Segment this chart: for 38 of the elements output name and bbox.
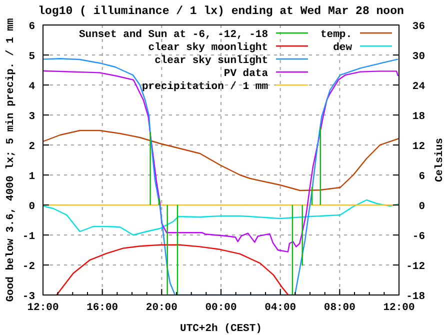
y2-tick-label: 12 bbox=[412, 141, 425, 153]
y2-tick-label: 36 bbox=[412, 21, 425, 33]
y2-tick-label: 30 bbox=[412, 51, 425, 63]
y2-tick-label: -6 bbox=[412, 231, 425, 243]
legend-label: dew bbox=[333, 42, 353, 54]
legend-label: clear sky moonlight bbox=[148, 42, 268, 54]
y-tick-label: -1 bbox=[22, 231, 35, 243]
legend-label: PV data bbox=[224, 68, 269, 80]
y-tick-label: 5 bbox=[28, 51, 35, 63]
x-tick-label: 16:00 bbox=[86, 302, 118, 314]
legend-label: precipitation / 1 mm bbox=[142, 81, 268, 93]
y-tick-label: -2 bbox=[22, 261, 35, 273]
x-tick-label: 04:00 bbox=[264, 302, 296, 314]
x-axis-title: UTC+2h (CEST) bbox=[180, 323, 262, 335]
legend-label: Sunset and Sun at -6, -12, -18 bbox=[78, 29, 268, 41]
x-tick-label: 08:00 bbox=[324, 302, 356, 314]
x-tick-label: 12:00 bbox=[383, 302, 415, 314]
y2-tick-label: 24 bbox=[412, 81, 425, 93]
y-tick-label: 4 bbox=[28, 81, 35, 93]
y-tick-label: -3 bbox=[22, 291, 35, 303]
legend-label: clear sky sunlight bbox=[154, 55, 268, 67]
y-tick-label: 6 bbox=[28, 21, 35, 33]
legend-label: temp. bbox=[320, 29, 352, 41]
chart-title: log10 ( illuminance / 1 lx) ending at Wed Mar 28 noon bbox=[38, 5, 404, 18]
y2-tick-label: -12 bbox=[406, 261, 425, 273]
y-tick-label: 3 bbox=[28, 111, 35, 123]
y2-tick-label: 18 bbox=[412, 111, 425, 123]
y2-tick-label: 6 bbox=[418, 171, 425, 183]
y2-axis-title: Celsius bbox=[434, 138, 446, 182]
y-tick-label: 0 bbox=[28, 201, 35, 213]
y-tick-label: 2 bbox=[28, 141, 35, 153]
y2-tick-label: 0 bbox=[418, 201, 425, 213]
y-tick-label: 1 bbox=[28, 171, 35, 183]
y2-tick-label: -18 bbox=[406, 291, 425, 303]
x-tick-label: 20:00 bbox=[146, 302, 178, 314]
x-tick-label: 12:00 bbox=[27, 302, 59, 314]
x-tick-label: 00:00 bbox=[205, 302, 237, 314]
y-axis-title: Good below 3.6, 4000 lx; 5 min precip. / 1 mm bbox=[5, 18, 17, 302]
